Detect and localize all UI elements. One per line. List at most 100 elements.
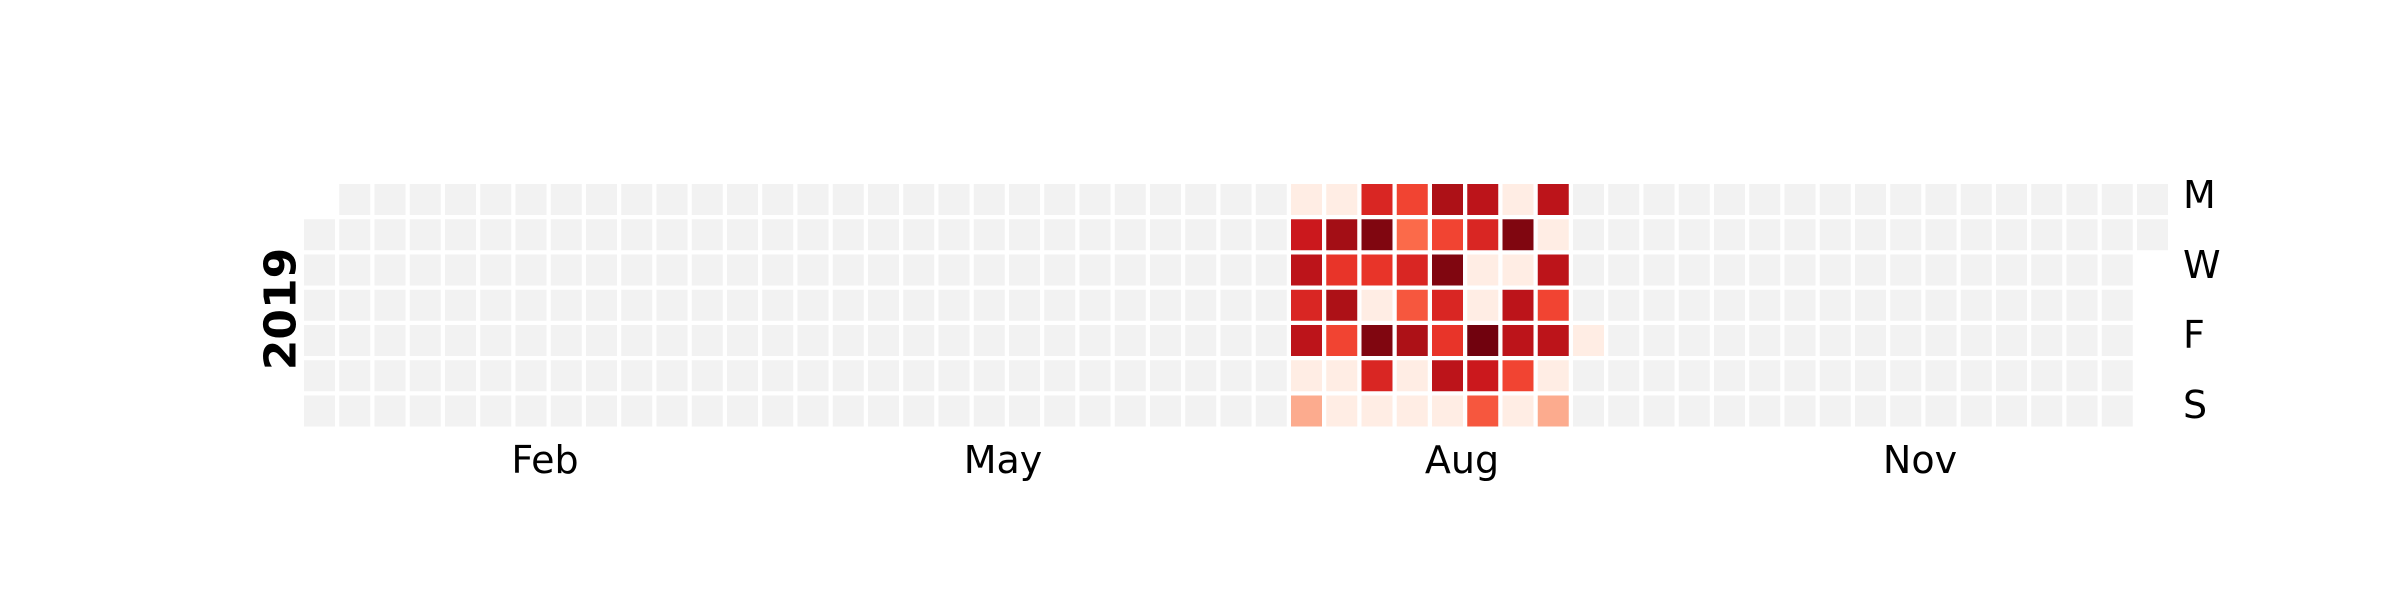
day-cell	[1326, 395, 1358, 427]
day-cell	[1996, 219, 2027, 251]
day-cell	[304, 254, 335, 286]
day-cell	[1678, 254, 1710, 286]
day-cell	[973, 395, 1005, 427]
day-cell	[1749, 395, 1781, 427]
day-cell	[797, 325, 829, 356]
day-cell	[1185, 184, 1217, 215]
day-cell	[1749, 360, 1781, 392]
day-cell	[1925, 289, 1957, 321]
day-cell	[938, 219, 970, 251]
day-cell	[2101, 184, 2133, 215]
day-cell	[938, 395, 970, 427]
day-cell	[1114, 360, 1146, 392]
day-cell	[339, 395, 371, 427]
day-cell	[1855, 219, 1886, 251]
day-cell	[480, 219, 512, 251]
day-cell	[1150, 289, 1181, 321]
day-cell	[1432, 325, 1463, 356]
day-cell	[621, 219, 653, 251]
day-cell	[1996, 254, 2027, 286]
day-cell	[832, 360, 864, 392]
day-cell	[797, 184, 829, 215]
day-cell	[656, 395, 688, 427]
day-cell	[1784, 325, 1816, 356]
day-cell	[691, 325, 723, 356]
month-label-may: May	[963, 438, 1043, 482]
day-cell	[1044, 254, 1076, 286]
day-cell	[1925, 219, 1957, 251]
day-cell	[550, 395, 582, 427]
day-cell	[1220, 219, 1252, 251]
day-cell	[1326, 219, 1358, 251]
day-cell	[2066, 219, 2098, 251]
day-cell	[1396, 219, 1428, 251]
day-cell	[1925, 325, 1957, 356]
day-cell	[1185, 289, 1217, 321]
day-cell	[480, 184, 512, 215]
day-cell	[656, 289, 688, 321]
day-cell	[339, 254, 371, 286]
day-cell	[586, 219, 617, 251]
day-cell	[1396, 254, 1428, 286]
day-cell	[550, 254, 582, 286]
day-cell	[2031, 360, 2063, 392]
day-cell	[409, 395, 441, 427]
day-cell	[515, 184, 547, 215]
day-cell	[1255, 360, 1287, 392]
day-cell	[656, 360, 688, 392]
day-cell	[1608, 325, 1640, 356]
day-cell	[1608, 289, 1640, 321]
day-cell	[1044, 289, 1076, 321]
day-cell	[1291, 360, 1322, 392]
day-cell	[1855, 184, 1886, 215]
day-cell	[2066, 254, 2098, 286]
day-cell	[550, 184, 582, 215]
day-cell	[1009, 395, 1040, 427]
day-cell	[1714, 325, 1745, 356]
day-cell	[1960, 395, 1992, 427]
day-cell	[621, 395, 653, 427]
day-cell	[586, 254, 617, 286]
day-cell	[938, 184, 970, 215]
day-cell	[1502, 254, 1534, 286]
day-cell	[1502, 184, 1534, 215]
day-cell	[1608, 360, 1640, 392]
day-cell	[1608, 219, 1640, 251]
day-cell	[2137, 219, 2168, 251]
day-cell	[586, 289, 617, 321]
day-cell	[1855, 360, 1886, 392]
day-cell	[1361, 289, 1393, 321]
day-cell	[304, 325, 335, 356]
day-cell	[1150, 219, 1181, 251]
day-cell	[1643, 289, 1675, 321]
day-cell	[727, 184, 758, 215]
day-cell	[374, 395, 406, 427]
day-cell	[2031, 254, 2063, 286]
day-cell	[868, 254, 899, 286]
day-cell	[1502, 219, 1534, 251]
day-cell	[1432, 360, 1463, 392]
day-cell	[1255, 395, 1287, 427]
day-cell	[1361, 254, 1393, 286]
day-cell	[1784, 289, 1816, 321]
day-cell	[1960, 325, 1992, 356]
day-cell	[1150, 360, 1181, 392]
day-cell	[1678, 395, 1710, 427]
day-cell	[1255, 254, 1287, 286]
day-cell	[1537, 360, 1569, 392]
day-cell	[1960, 360, 1992, 392]
day-cell	[1749, 184, 1781, 215]
day-cell	[903, 360, 935, 392]
day-cell	[797, 219, 829, 251]
day-cell	[1185, 325, 1217, 356]
day-cell	[1678, 360, 1710, 392]
day-cell	[374, 360, 406, 392]
day-cell	[1150, 254, 1181, 286]
day-cell	[1361, 360, 1393, 392]
day-cell	[727, 254, 758, 286]
day-cell	[2066, 325, 2098, 356]
day-label-wed: W	[2183, 243, 2221, 287]
day-cell	[1467, 219, 1499, 251]
day-cell	[691, 219, 723, 251]
day-cell	[1749, 254, 1781, 286]
